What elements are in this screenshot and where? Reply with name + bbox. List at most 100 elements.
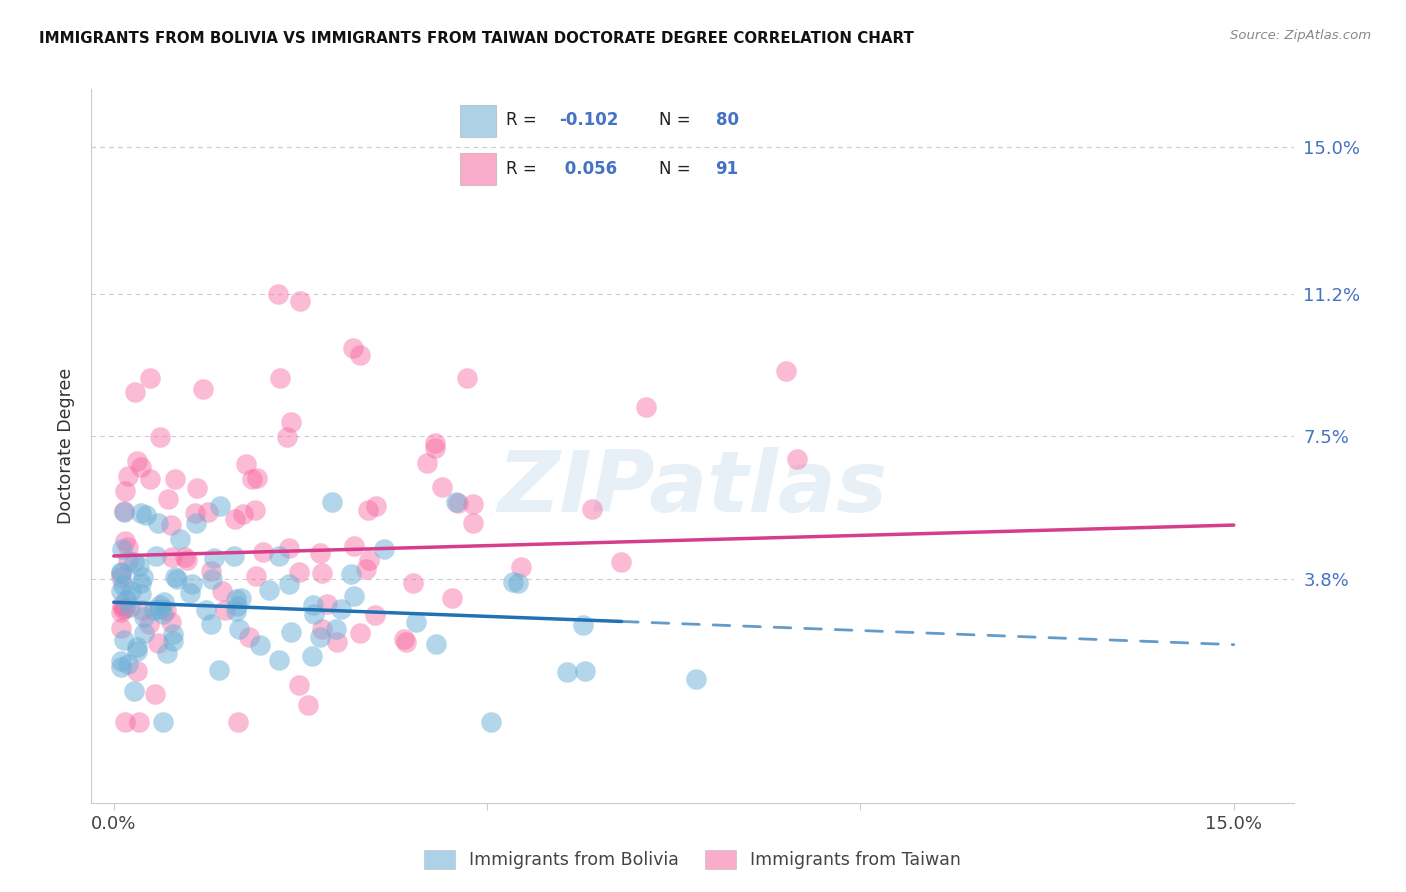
Point <box>200 617 222 632</box>
Point <box>229 591 252 605</box>
Y-axis label: Doctorate Degree: Doctorate Degree <box>56 368 75 524</box>
Point <box>127 665 149 679</box>
Point <box>125 640 148 654</box>
Point <box>115 593 138 607</box>
Point <box>509 560 531 574</box>
Point <box>152 607 174 621</box>
Point <box>508 575 530 590</box>
Point <box>149 430 172 444</box>
Point <box>111 542 134 557</box>
Point <box>395 635 418 649</box>
Point <box>160 549 183 564</box>
Point <box>357 503 380 517</box>
Point <box>430 480 453 494</box>
Point <box>280 415 302 429</box>
Point <box>120 599 142 614</box>
Point <box>139 371 162 385</box>
Point <box>146 516 169 531</box>
Point <box>157 491 180 506</box>
Point <box>634 401 657 415</box>
Text: ZIPatlas: ZIPatlas <box>498 447 887 531</box>
Point <box>423 436 446 450</box>
Point <box>555 665 578 679</box>
Point <box>117 657 139 671</box>
Point <box>145 549 167 563</box>
Point <box>463 516 485 530</box>
Point <box>447 496 470 510</box>
Point <box>129 586 152 600</box>
Point <box>301 648 323 663</box>
Point <box>149 598 172 612</box>
Point <box>364 499 387 513</box>
Point <box>267 286 290 301</box>
Point <box>349 626 371 640</box>
Point <box>112 503 135 517</box>
Point <box>117 554 139 568</box>
Point <box>269 549 291 563</box>
Point <box>232 507 254 521</box>
Point <box>280 624 302 639</box>
Point <box>392 632 415 646</box>
Point <box>224 549 246 563</box>
Point <box>329 602 352 616</box>
Legend: Immigrants from Bolivia, Immigrants from Taiwan: Immigrants from Bolivia, Immigrants from… <box>418 843 967 876</box>
Text: IMMIGRANTS FROM BOLIVIA VS IMMIGRANTS FROM TAIWAN DOCTORATE DEGREE CORRELATION C: IMMIGRANTS FROM BOLIVIA VS IMMIGRANTS FR… <box>39 31 914 46</box>
Point <box>111 578 134 592</box>
Point <box>373 542 395 557</box>
Point <box>112 632 135 647</box>
Point <box>128 714 150 729</box>
Point <box>129 507 152 521</box>
Point <box>197 505 219 519</box>
Point <box>775 364 797 378</box>
Point <box>200 564 222 578</box>
Point <box>326 635 349 649</box>
Point <box>209 499 232 513</box>
Point <box>186 481 208 495</box>
Point <box>114 534 136 549</box>
Point <box>156 646 179 660</box>
Point <box>174 549 197 564</box>
Point <box>124 384 146 399</box>
Point <box>146 636 169 650</box>
Point <box>153 595 176 609</box>
Point <box>152 714 174 729</box>
Point <box>165 570 187 584</box>
Point <box>257 583 280 598</box>
Point <box>155 602 177 616</box>
Point <box>163 472 186 486</box>
Point <box>610 555 633 569</box>
Point <box>363 608 385 623</box>
Point <box>117 469 139 483</box>
Point <box>304 607 326 621</box>
Point <box>184 516 207 531</box>
Point <box>132 610 155 624</box>
Point <box>135 508 157 523</box>
Point <box>162 633 184 648</box>
Point <box>214 603 236 617</box>
Point <box>179 585 201 599</box>
Point <box>461 497 484 511</box>
Point <box>225 604 247 618</box>
Point <box>245 470 267 484</box>
Point <box>143 603 166 617</box>
Point <box>112 602 135 616</box>
Point <box>226 599 249 613</box>
Point <box>245 569 267 583</box>
Point <box>685 672 707 686</box>
Point <box>440 591 463 606</box>
Point <box>129 576 152 591</box>
Point <box>139 472 162 486</box>
Point <box>180 577 202 591</box>
Point <box>423 441 446 455</box>
Point <box>479 714 502 729</box>
Point <box>252 545 274 559</box>
Point <box>288 565 311 579</box>
Point <box>249 638 271 652</box>
Point <box>240 472 263 486</box>
Point <box>117 540 139 554</box>
Point <box>132 570 155 584</box>
Point <box>110 570 132 584</box>
Point <box>110 605 132 619</box>
Point <box>278 576 301 591</box>
Point <box>343 539 366 553</box>
